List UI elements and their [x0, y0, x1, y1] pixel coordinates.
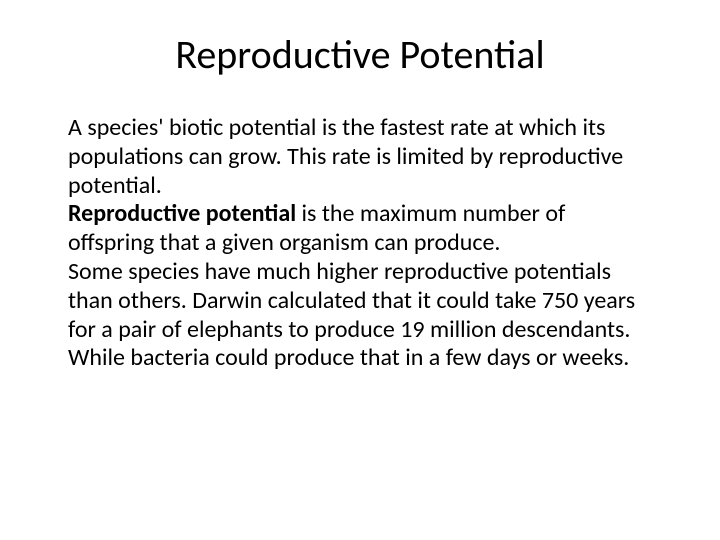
paragraph-1: A species' biotic potential is the faste…	[68, 113, 623, 200]
slide-container: Reproductive Potential A species' biotic…	[0, 0, 720, 540]
slide-body: A species' biotic potential is the faste…	[68, 114, 652, 373]
term-bold: Reproductive potential	[68, 199, 296, 228]
paragraph-3: Some species have much higher reproducti…	[68, 257, 635, 372]
slide-title: Reproductive Potential	[68, 30, 652, 79]
